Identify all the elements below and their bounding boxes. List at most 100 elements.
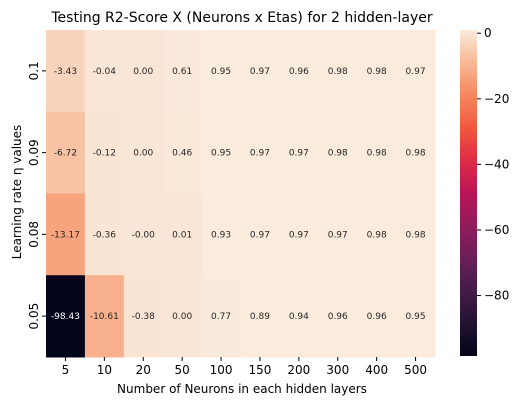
heatmap-cell [318,275,358,358]
heatmap-cell [46,275,86,358]
cell-value-label: -10.61 [90,312,119,322]
heatmap-cell [84,275,125,358]
x-tick-label: 5 [62,363,70,377]
cell-value-label: -0.00 [132,230,156,240]
cell-value-label: -3.43 [54,67,77,77]
cell-value-label: 0.96 [367,312,387,322]
heatmap-cell [201,275,241,358]
heatmap-cell [396,193,436,276]
x-tick-label: 100 [210,363,233,377]
y-tick-label: 0.1 [27,61,41,80]
cell-value-label: 0.98 [367,149,387,159]
heatmap-cell [357,275,397,358]
heatmap-cell [123,275,164,358]
x-axis-label: Number of Neurons in each hidden layers [117,382,367,396]
heatmap-cell [123,30,164,113]
x-tick-label: 50 [175,363,190,377]
colorbar-tick-label: −20 [484,92,509,106]
y-tick-label: 0.09 [27,139,41,166]
cell-value-label: 0.98 [406,149,426,159]
heatmap-cell [396,30,436,113]
cell-value-label: -6.72 [54,149,77,159]
cell-value-label: -13.17 [51,230,80,240]
y-axis-label: Learning rate η values [10,125,24,260]
x-tick-label: 300 [326,363,349,377]
cell-value-label: 0.89 [250,312,270,322]
heatmap-cell [46,111,86,194]
cell-value-label: -0.04 [93,67,117,77]
heatmap-cell [318,193,358,276]
cell-value-label: 0.96 [289,67,309,77]
heatmap-cell [357,111,397,194]
cell-value-label: 0.00 [133,149,153,159]
cell-value-label: 0.00 [172,312,192,322]
heatmap-cell [123,193,164,276]
colorbar-tick-label: −80 [484,289,509,303]
heatmap-cell [279,111,319,194]
heatmap-cell [279,30,319,113]
cell-value-label: -98.43 [51,312,80,322]
cell-value-label: 0.95 [406,312,426,322]
colorbar-ticks: 0 −20 −40 −60 −80 [477,26,509,303]
heatmap-cell [84,111,125,194]
heatmap-cell-labels: -3.43 -0.04 0.00 0.61 0.95 0.97 0.96 0.98 0.98 0.… [51,67,426,322]
x-tick-label: 500 [404,363,427,377]
heatmap-cell [318,111,358,194]
cell-value-label: -0.36 [93,230,117,240]
cell-value-label: 0.00 [133,67,153,77]
heatmap-cell [396,275,436,358]
x-tick-label: 20 [136,363,151,377]
cell-value-label: 0.98 [406,230,426,240]
heatmap-cell [240,193,280,276]
heatmap-cell [240,275,280,358]
cell-value-label: 0.97 [250,230,270,240]
cell-value-label: 0.95 [211,149,231,159]
colorbar-tick-label: −60 [484,223,509,237]
cell-value-label: 0.97 [250,67,270,77]
heatmap-cell [162,111,203,194]
cell-value-label: 0.94 [289,312,309,322]
heatmap-cell [279,193,319,276]
x-tick-label: 150 [248,363,271,377]
cell-value-label: 0.97 [289,149,309,159]
heatmap-cell [162,30,203,113]
heatmap-cell [318,30,358,113]
cell-value-label: 0.61 [172,67,192,77]
cell-value-label: 0.93 [211,230,231,240]
x-tick-label: 10 [97,363,112,377]
cell-value-label: 0.46 [172,149,192,159]
cell-value-label: 0.98 [367,67,387,77]
heatmap-cell [240,30,280,113]
cell-value-label: 0.97 [406,67,426,77]
heatmap-cell [240,111,280,194]
cell-value-label: -0.38 [132,312,156,322]
heatmap-cell [396,111,436,194]
heatmap-cell [162,193,203,276]
heatmap-cell [46,193,86,276]
y-tick-label: 0.08 [27,221,41,248]
heatmap-cell [84,30,125,113]
heatmap-cell [357,30,397,113]
cell-value-label: 0.95 [211,67,231,77]
heatmap-cell [123,111,164,194]
heatmap-cell [357,193,397,276]
heatmap-cell [279,275,319,358]
cell-value-label: 0.97 [289,230,309,240]
x-axis: 5 10 20 50 100 150 200 300 400 500 [62,357,427,377]
cell-value-label: 0.77 [211,312,231,322]
y-axis: 0.1 0.09 0.08 0.05 [27,61,46,329]
cell-value-label: 0.98 [328,149,348,159]
colorbar [460,30,477,356]
cell-value-label: 0.97 [250,149,270,159]
heatmap-cells [46,30,436,358]
heatmap-cell [201,193,241,276]
x-tick-label: 400 [365,363,388,377]
cell-value-label: 0.01 [172,230,192,240]
cell-value-label: -0.12 [93,149,116,159]
x-tick-label: 200 [287,363,310,377]
heatmap-cell [162,275,203,358]
y-tick-label: 0.05 [27,303,41,330]
cell-value-label: 0.98 [367,230,387,240]
heatmap-cell [84,193,125,276]
